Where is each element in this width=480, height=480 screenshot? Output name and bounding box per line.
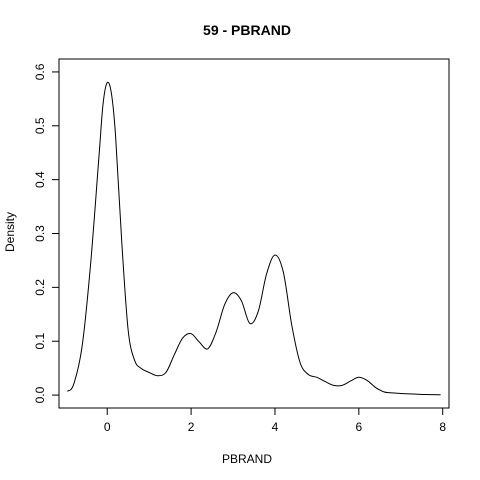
x-tick-label: 6 [355,420,362,434]
y-axis: 0.0 0.1 0.2 0.3 0.4 0.5 0.6 [33,63,60,403]
y-tick-label: 0.2 [33,279,47,296]
x-axis-label: PBRAND [222,452,272,466]
series-group [67,81,441,396]
plot-frame [58,58,450,409]
x-tick-label: 8 [439,420,446,434]
y-tick-label: 0.5 [33,117,47,134]
y-tick-label: 0.3 [33,225,47,242]
x-tick-label: 2 [188,420,195,434]
x-tick-label: 4 [272,420,279,434]
x-axis: 0 2 4 6 8 [104,407,446,434]
density-line [67,81,441,396]
y-tick-label: 0.4 [33,171,47,188]
y-tick-label: 0.6 [33,63,47,80]
x-tick-label: 0 [104,420,111,434]
chart-title: 59 - PBRAND [203,22,291,38]
y-tick-label: 0.1 [33,333,47,350]
y-axis-label: Density [3,212,17,252]
y-tick-label: 0.0 [33,386,47,403]
